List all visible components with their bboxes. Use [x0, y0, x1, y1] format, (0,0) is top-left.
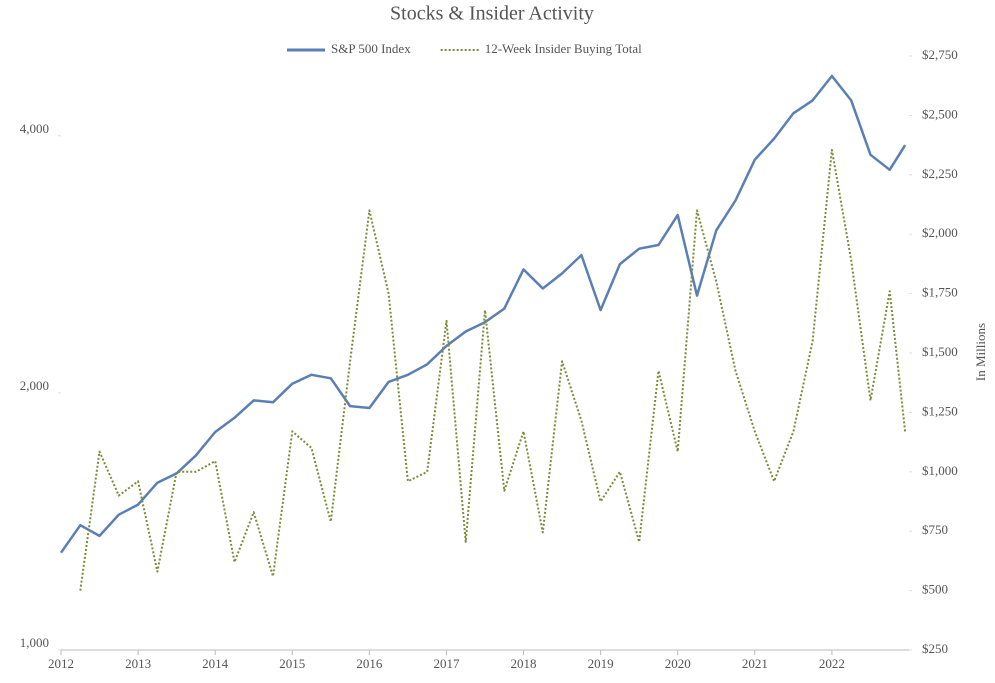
x-tick-label: 2020: [665, 656, 691, 671]
y2-tick-label: $1,250: [922, 403, 958, 418]
x-tick-label: 2018: [511, 656, 537, 671]
series-line: [79, 148, 907, 591]
y2-tick-label: $2,000: [922, 225, 958, 240]
x-tick-label: 2013: [125, 656, 151, 671]
x-tick-label: 2016: [356, 656, 383, 671]
x-tick-label: 2021: [742, 656, 768, 671]
x-tick-label: 2022: [819, 656, 845, 671]
y-tick-label: 2,000: [20, 378, 49, 393]
y2-tick-label: $250: [922, 641, 948, 656]
y2-tick-label: $1,000: [922, 463, 958, 478]
y2-tick-label: $1,750: [922, 285, 958, 300]
legend-label: 12-Week Insider Buying Total: [485, 41, 642, 56]
series-line: [59, 74, 907, 554]
y2-tick-label: $750: [922, 522, 948, 537]
x-tick-label: 2017: [433, 656, 460, 671]
x-tick-label: 2019: [588, 656, 614, 671]
x-tick-label: 2014: [202, 656, 229, 671]
y2-tick-label: $1,500: [922, 344, 958, 359]
y2-tick-label: $2,750: [922, 47, 958, 62]
y2-tick-label: $2,500: [922, 106, 958, 121]
legend-label: S&P 500 Index: [331, 41, 411, 56]
y2-tick-label: $2,250: [922, 166, 958, 181]
chart-title: Stocks & Insider Activity: [390, 3, 594, 25]
y-tick-label: 1,000: [20, 635, 49, 650]
y2-axis-label: In Millions: [973, 323, 988, 381]
y2-tick-label: $500: [922, 582, 948, 597]
x-tick-label: 2015: [279, 656, 305, 671]
x-tick-label: 2012: [48, 656, 74, 671]
y-tick-label: 4,000: [20, 121, 49, 136]
